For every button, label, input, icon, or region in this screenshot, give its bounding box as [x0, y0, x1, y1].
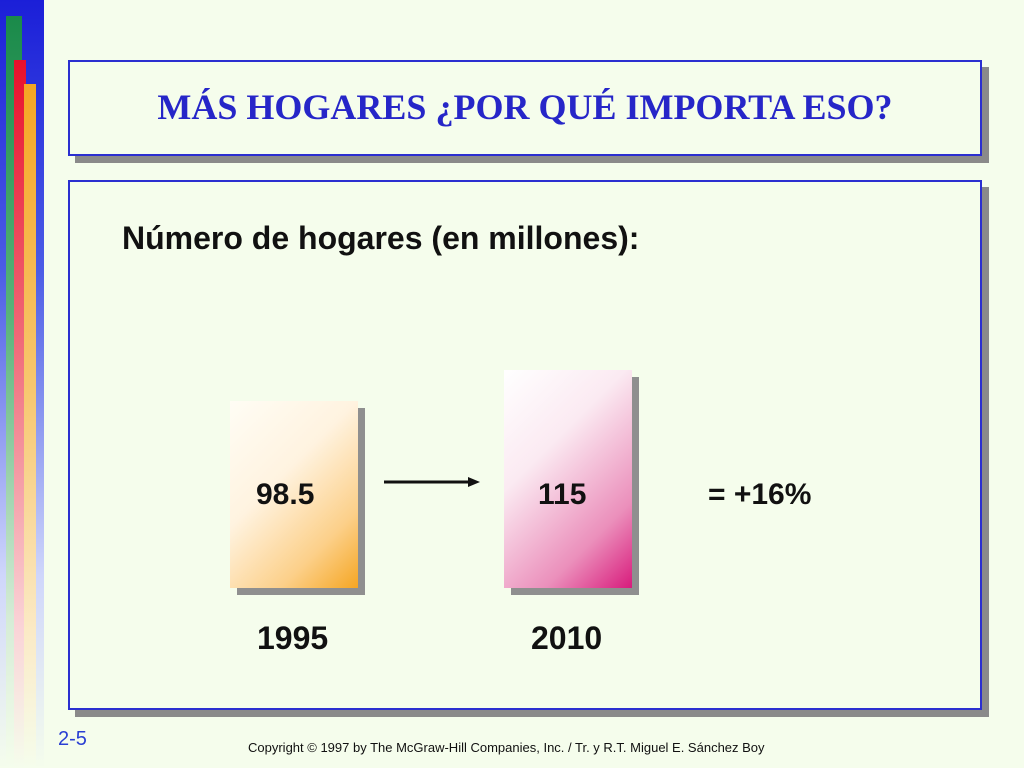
- bar-value-label: 115: [538, 478, 587, 511]
- bar-2010: [504, 369, 632, 588]
- chart-subtitle: Número de hogares (en millones):: [122, 220, 640, 256]
- deco-band-orange: [24, 84, 36, 768]
- bar-1995: [230, 400, 358, 588]
- category-label: 1995: [257, 620, 329, 656]
- slide-title: MÁS HOGARES ¿POR QUÉ IMPORTA ESO?: [157, 87, 893, 127]
- slide-number: 2-5: [58, 728, 87, 750]
- title-box: MÁS HOGARES ¿POR QUÉ IMPORTA ESO?: [68, 60, 982, 156]
- deco-band-red: [14, 60, 26, 768]
- category-label: 2010: [531, 620, 603, 656]
- arrow-right-icon: [384, 477, 480, 487]
- decorative-strip: [0, 0, 44, 768]
- bar-value-label: 98.5: [256, 478, 315, 511]
- percent-change-label: = +16%: [708, 478, 812, 511]
- copyright-text: Copyright © 1997 by The McGraw-Hill Comp…: [248, 740, 765, 755]
